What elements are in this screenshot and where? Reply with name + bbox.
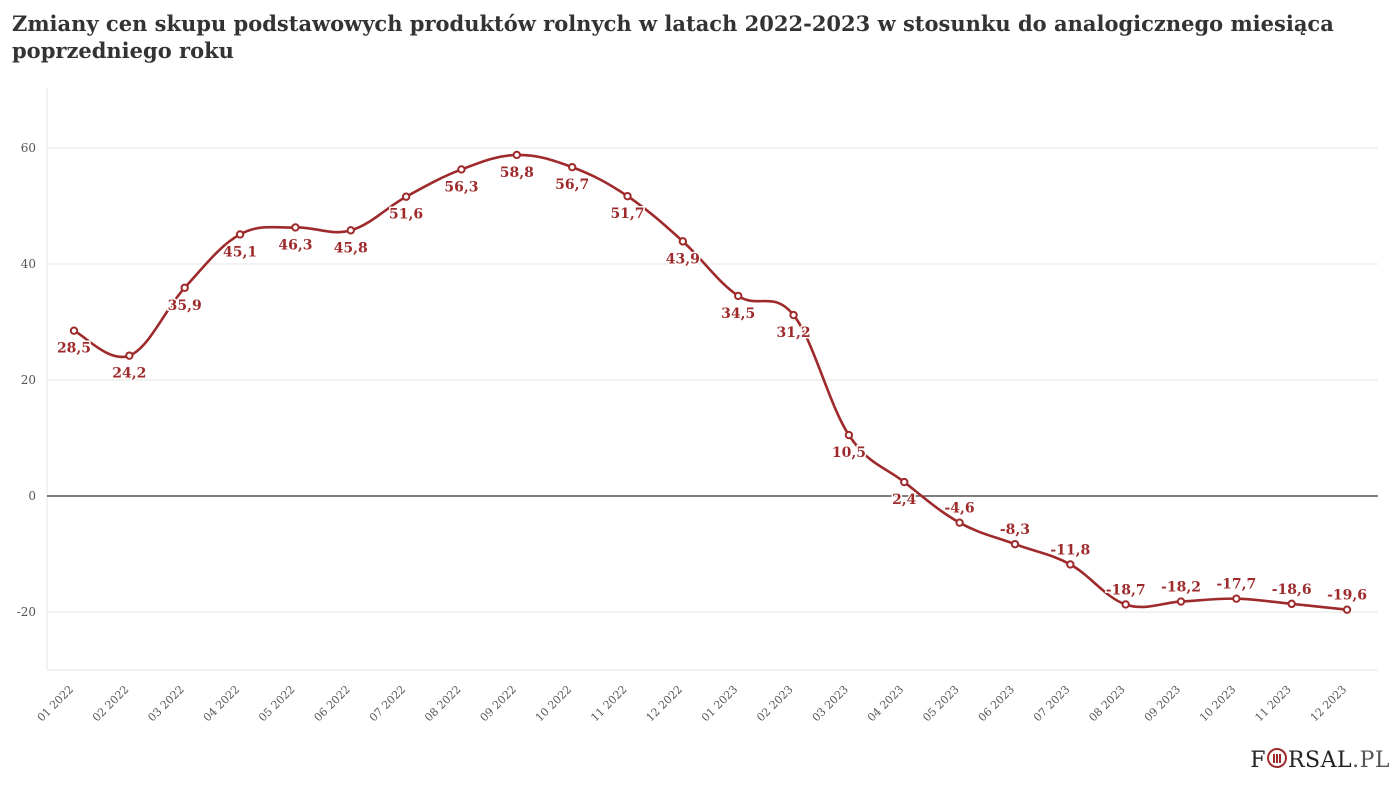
data-label: 28,5: [57, 341, 91, 357]
data-label: 45,1: [223, 244, 257, 260]
data-point: [1287, 599, 1296, 609]
x-tick-label: 11 2023: [1252, 683, 1293, 724]
y-tick-label: 60: [21, 141, 36, 155]
data-point: [512, 150, 521, 160]
x-tick-label: 11 2022: [588, 683, 629, 724]
data-label: 58,8: [500, 165, 534, 181]
data-point: [125, 351, 134, 360]
y-tick-label: 0: [28, 489, 36, 503]
data-label: -18,6: [1272, 582, 1312, 598]
data-labels: 28,5 24,2 35,9 45,1 46,3 45,8 51,6 56,3 58,8 56,7…: [55, 163, 1368, 605]
x-tick-label: 02 2023: [754, 683, 795, 724]
data-label: 34,5: [721, 306, 755, 322]
data-point: [1176, 597, 1186, 606]
data-label: 35,9: [168, 298, 202, 314]
x-tick-label: 09 2022: [478, 683, 519, 724]
series-line: [72, 153, 1349, 611]
data-point: [789, 310, 798, 320]
data-label: 51,7: [610, 206, 644, 222]
data-point: [955, 518, 964, 527]
data-point: [180, 283, 189, 292]
data-point: [401, 192, 411, 201]
data-point: [235, 230, 245, 239]
x-tick-label: 08 2023: [1086, 683, 1127, 724]
data-label: 2,4: [892, 492, 917, 508]
data-point: [1066, 560, 1075, 569]
gridlines: [46, 88, 1378, 671]
data-label: 10,5: [832, 445, 866, 461]
data-point: [678, 237, 688, 246]
data-label: 46,3: [278, 237, 312, 253]
data-label: 31,2: [776, 325, 810, 341]
x-tick-label: 12 2023: [1308, 683, 1349, 724]
data-label: -8,3: [1000, 522, 1030, 538]
x-tick-label: 07 2022: [367, 683, 408, 724]
x-tick-label: 04 2023: [865, 683, 906, 724]
x-tick-label: 05 2023: [920, 683, 961, 724]
x-tick-label: 03 2023: [810, 683, 851, 724]
x-tick-label: 01 2022: [35, 683, 76, 724]
logo-chart-icon: [1266, 748, 1287, 768]
data-label: 56,7: [555, 177, 589, 193]
y-axis: -20 0 20 40 60: [17, 141, 36, 619]
logo-letter-f: F: [1250, 748, 1266, 773]
data-point: [1121, 600, 1130, 609]
data-label: 43,9: [666, 251, 700, 267]
x-tick-label: 09 2023: [1142, 683, 1183, 724]
x-tick-label: 01 2023: [699, 683, 740, 724]
logo-letters: RSAL: [1287, 748, 1353, 773]
data-point: [346, 226, 355, 235]
x-tick-label: 06 2022: [312, 683, 353, 724]
data-label: 24,2: [112, 366, 146, 382]
data-point: [1232, 594, 1241, 603]
data-point: [734, 291, 743, 301]
x-tick-label: 10 2022: [533, 683, 574, 724]
y-tick-label: 20: [21, 373, 36, 387]
data-point: [291, 223, 300, 232]
chart-title: Zmiany cen skupu podstawowych produktów …: [12, 11, 1334, 63]
data-point: [1342, 605, 1352, 614]
y-tick-label: 40: [21, 257, 36, 271]
data-point: [69, 326, 79, 335]
x-tick-label: 04 2022: [201, 683, 242, 724]
x-tick-label: 06 2023: [976, 683, 1017, 724]
data-point: [900, 477, 909, 487]
data-label: -18,7: [1106, 582, 1146, 598]
data-point: [844, 430, 854, 440]
data-point: [623, 191, 632, 201]
data-label: 56,3: [444, 179, 478, 195]
data-label: -17,7: [1216, 577, 1256, 593]
x-tick-label: 10 2023: [1197, 683, 1238, 724]
data-points: [69, 150, 1352, 614]
data-point: [567, 162, 577, 172]
x-tick-label: 03 2022: [145, 683, 186, 724]
x-axis: 01 2022 02 2022 03 2022 04 2022 05 2022 06 20…: [35, 683, 1349, 724]
data-point: [457, 165, 466, 174]
forsal-logo: F RSAL.PL: [1250, 748, 1390, 773]
x-tick-label: 12 2022: [644, 683, 685, 724]
data-point: [1010, 539, 1020, 549]
data-label: -4,6: [945, 501, 975, 517]
x-tick-label: 07 2023: [1031, 683, 1072, 724]
logo-domain: .PL: [1352, 748, 1390, 773]
y-tick-label: -20: [17, 605, 36, 619]
x-tick-label: 08 2022: [422, 683, 463, 724]
data-label: 51,6: [389, 207, 423, 223]
data-label: -11,8: [1050, 542, 1090, 558]
data-label: -18,2: [1161, 580, 1201, 596]
data-label: -19,6: [1327, 588, 1367, 604]
data-label: 45,8: [334, 240, 368, 256]
x-tick-label: 02 2022: [90, 683, 131, 724]
x-tick-label: 05 2022: [256, 683, 297, 724]
